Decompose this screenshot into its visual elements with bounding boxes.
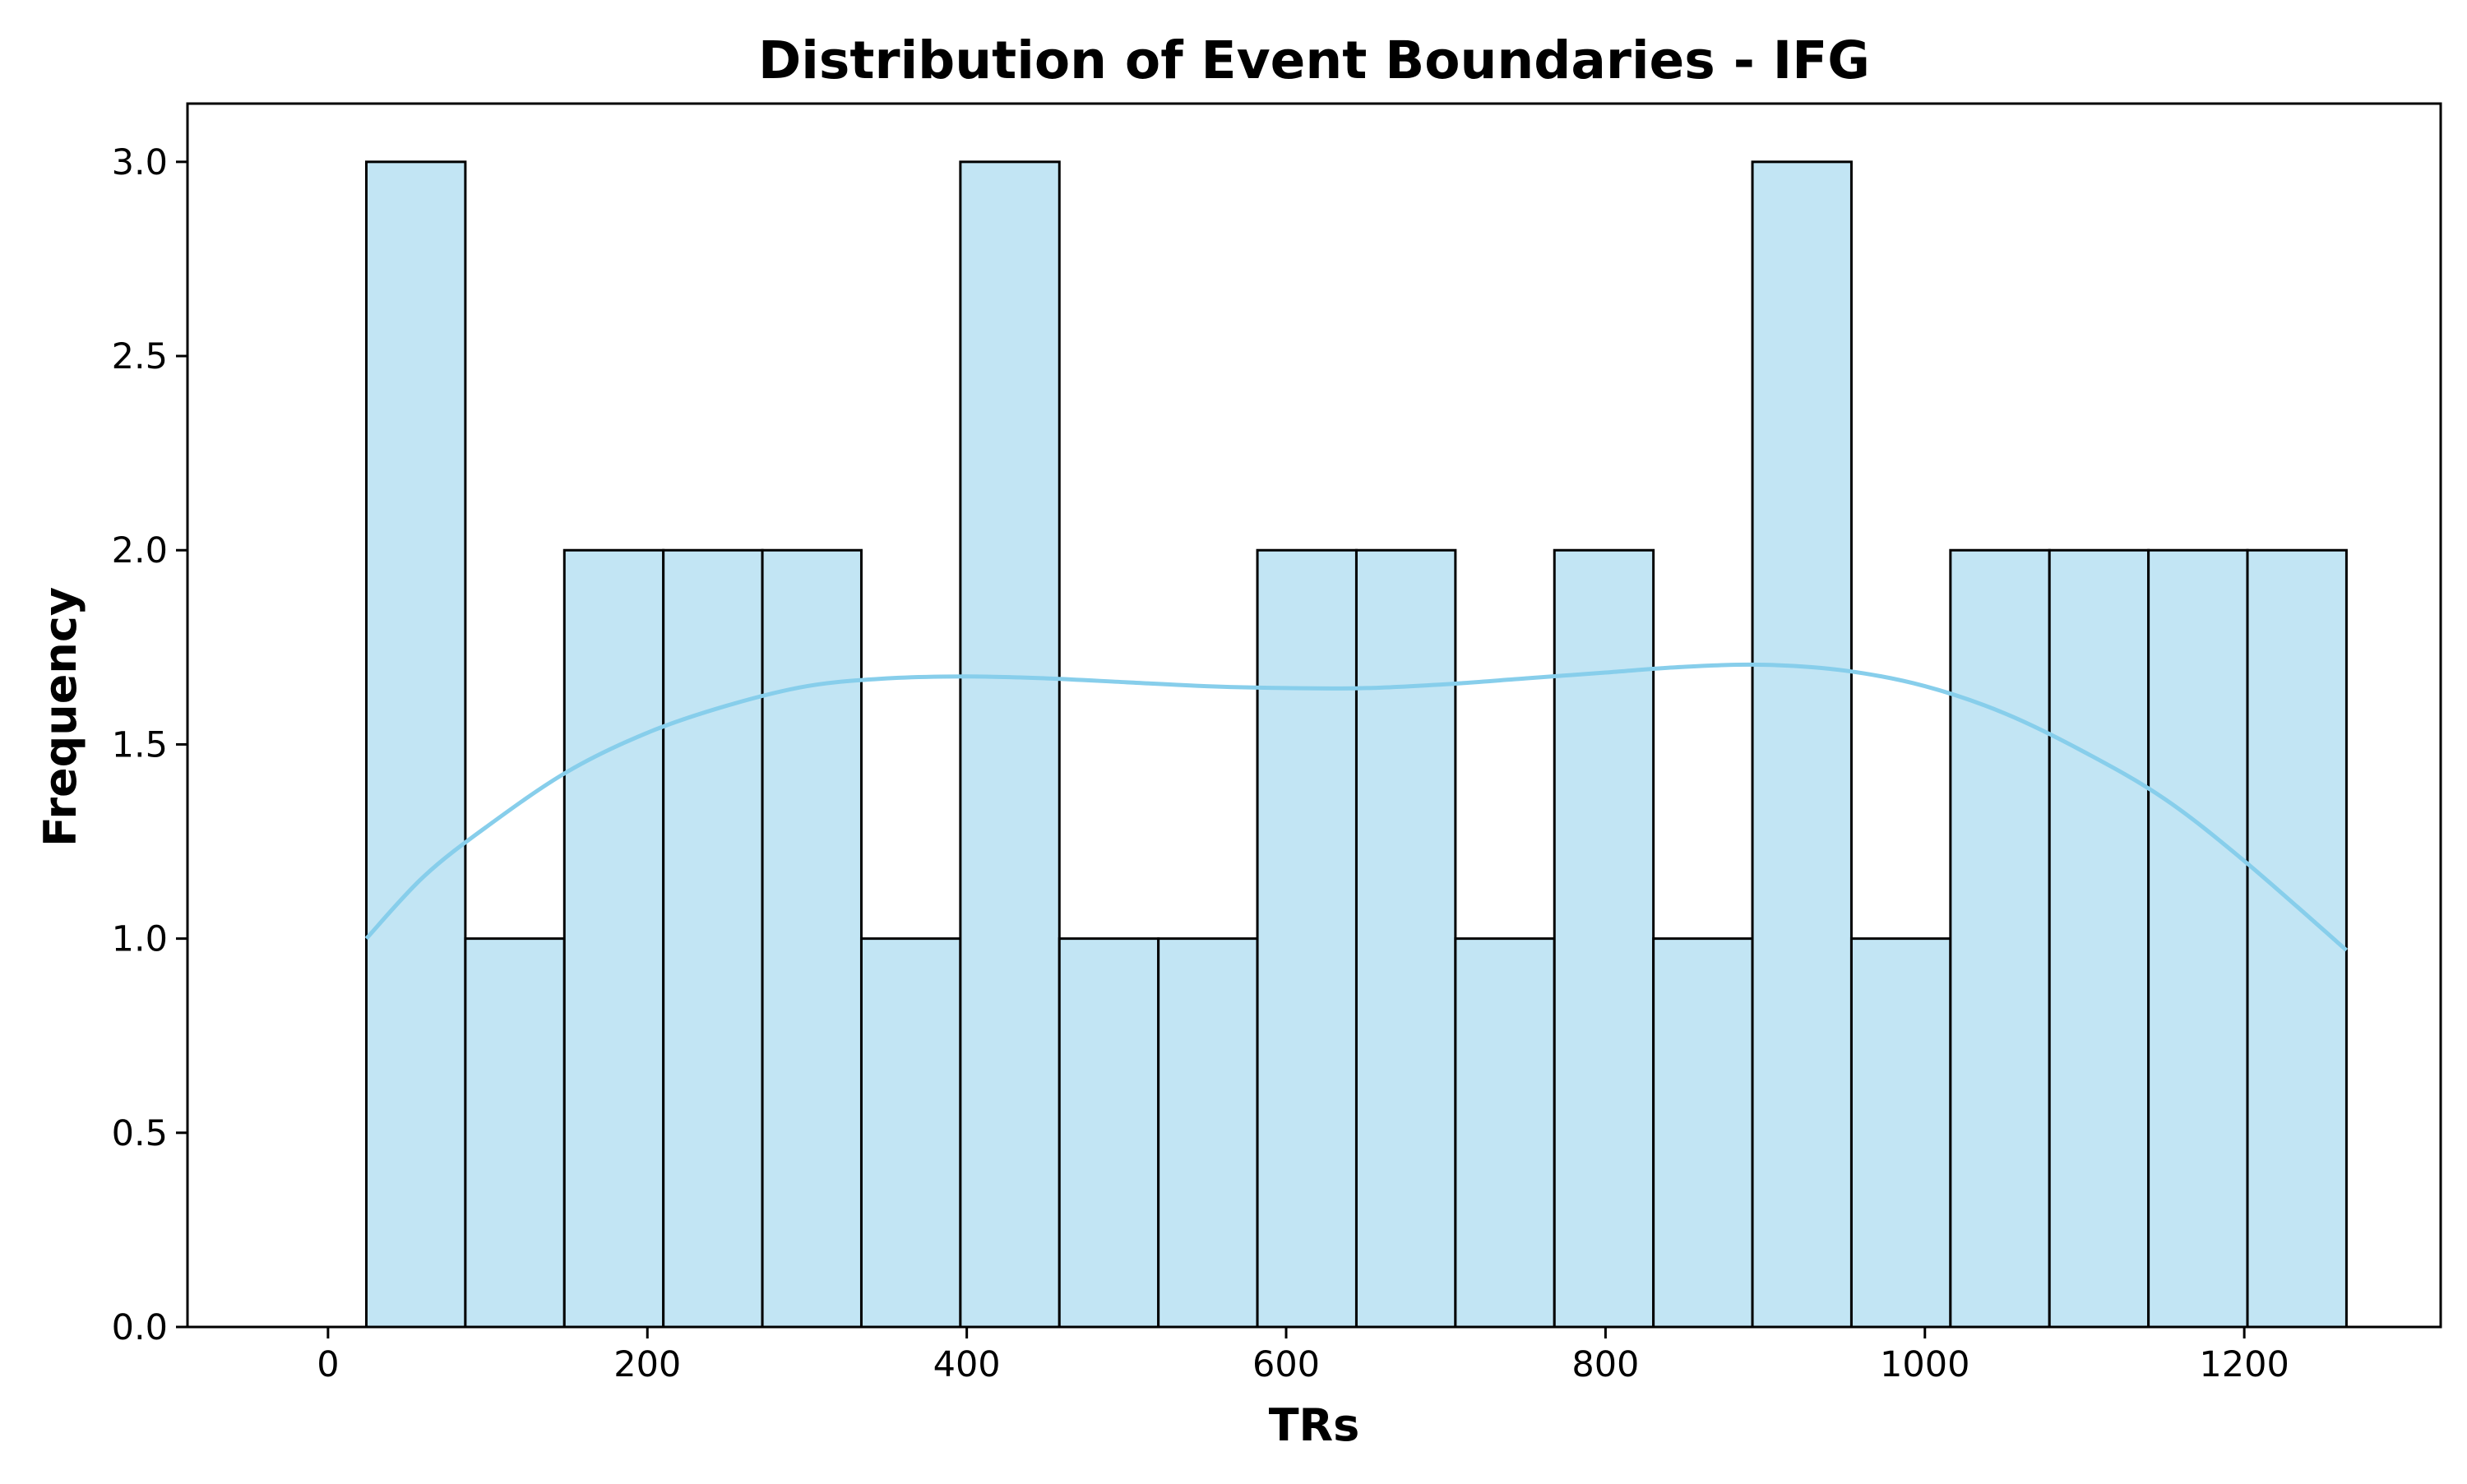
y-tick-label: 0.0 [112, 1307, 168, 1348]
x-tick-label: 600 [1252, 1344, 1320, 1385]
x-tick-label: 1200 [2199, 1344, 2289, 1385]
histogram-bar [562, 548, 665, 1329]
histogram-bar [1553, 548, 1655, 1329]
x-axis-title: TRs [1269, 1399, 1360, 1451]
y-tick-label: 3.0 [112, 142, 168, 183]
x-tick-label: 800 [1571, 1344, 1639, 1385]
kde-layer [364, 662, 2349, 952]
histogram-bar [1354, 548, 1457, 1329]
histogram-bar [662, 548, 764, 1329]
histogram-bar [2048, 548, 2150, 1329]
x-tick-label: 200 [613, 1344, 681, 1385]
y-tick-label: 0.5 [112, 1113, 168, 1154]
histogram-bar [1751, 160, 1853, 1329]
histogram-bar [2147, 548, 2249, 1329]
y-tick-label: 2.5 [112, 336, 168, 377]
histogram-bar [2246, 548, 2348, 1329]
histogram-bar [1454, 937, 1556, 1329]
y-tick-label: 1.5 [112, 724, 168, 765]
histogram-bar [1157, 937, 1259, 1329]
histogram-bar [1949, 548, 2051, 1329]
kde-curve [364, 662, 2349, 952]
histogram-bar [1849, 937, 1952, 1329]
histogram-bar [1058, 937, 1160, 1329]
histogram-bar [1256, 548, 1358, 1329]
chart-title: Distribution of Event Boundaries - IFG [758, 30, 1870, 90]
bars-layer [364, 160, 2348, 1329]
y-tick-label: 2.0 [112, 530, 168, 571]
plot-frame [186, 102, 2442, 1329]
histogram-bar [1652, 937, 1754, 1329]
x-tick-label: 0 [317, 1344, 339, 1385]
histogram-bar [859, 937, 962, 1329]
histogram-bar [761, 548, 863, 1329]
y-tick-label: 1.0 [112, 919, 168, 960]
y-axis-title: Frequency [35, 587, 86, 847]
axes-layer: 0 200 400 600 800 1000 1200 0.0 0.5 1.0 1.5 2.0 2.5 3… [112, 102, 2442, 1385]
x-tick-label: 1000 [1880, 1344, 1969, 1385]
x-tick-label: 400 [933, 1344, 1001, 1385]
histogram-bar [959, 160, 1061, 1329]
histogram-bar [364, 160, 467, 1329]
histogram-bar [464, 937, 566, 1329]
